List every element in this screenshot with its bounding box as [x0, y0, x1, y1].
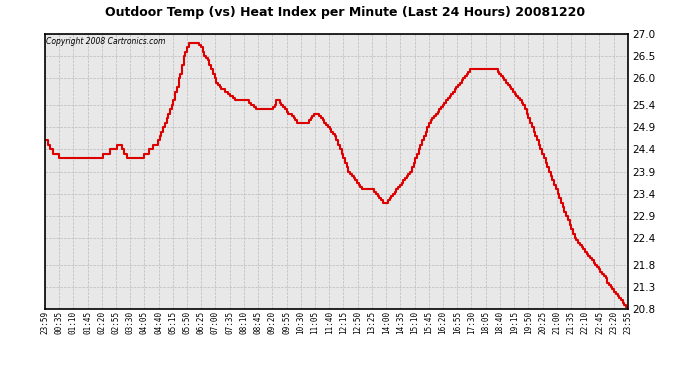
Text: Outdoor Temp (vs) Heat Index per Minute (Last 24 Hours) 20081220: Outdoor Temp (vs) Heat Index per Minute …: [105, 6, 585, 19]
Text: Copyright 2008 Cartronics.com: Copyright 2008 Cartronics.com: [46, 36, 166, 45]
